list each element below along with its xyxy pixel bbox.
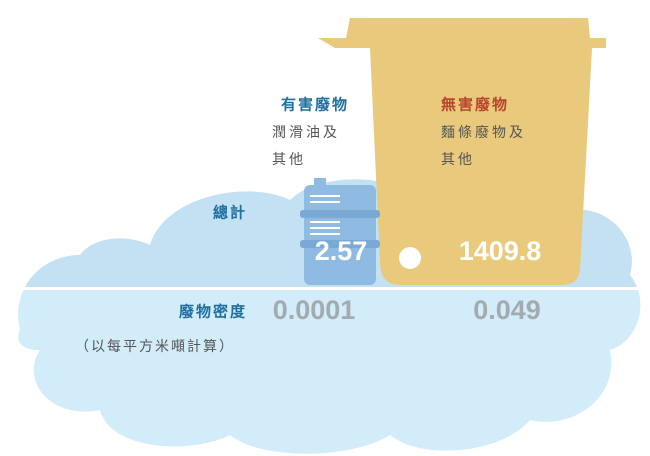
row-label: 總計 <box>213 204 247 222</box>
category-subtitle: 麵條廢物及 <box>441 124 526 141</box>
category-subtitle: 其他 <box>272 152 306 168</box>
row-label: 廢物密度 <box>179 303 247 321</box>
category-subtitle: 潤滑油及 <box>272 124 340 141</box>
barrel-icon <box>300 178 380 285</box>
density-value: 0.049 <box>473 295 541 325</box>
total-value: 1409.8 <box>459 236 542 266</box>
infographic: 有害廢物 潤滑油及 其他 無害廢物 麵條廢物及 其他 總計 2.57 1409.… <box>0 0 650 456</box>
category-title: 無害廢物 <box>441 96 509 114</box>
total-value: 2.57 <box>315 236 368 266</box>
unit-note: （以每平方米噸計算） <box>75 339 235 355</box>
density-value: 0.0001 <box>273 295 356 325</box>
category-subtitle: 其他 <box>441 152 475 168</box>
category-title: 有害廢物 <box>281 96 349 114</box>
